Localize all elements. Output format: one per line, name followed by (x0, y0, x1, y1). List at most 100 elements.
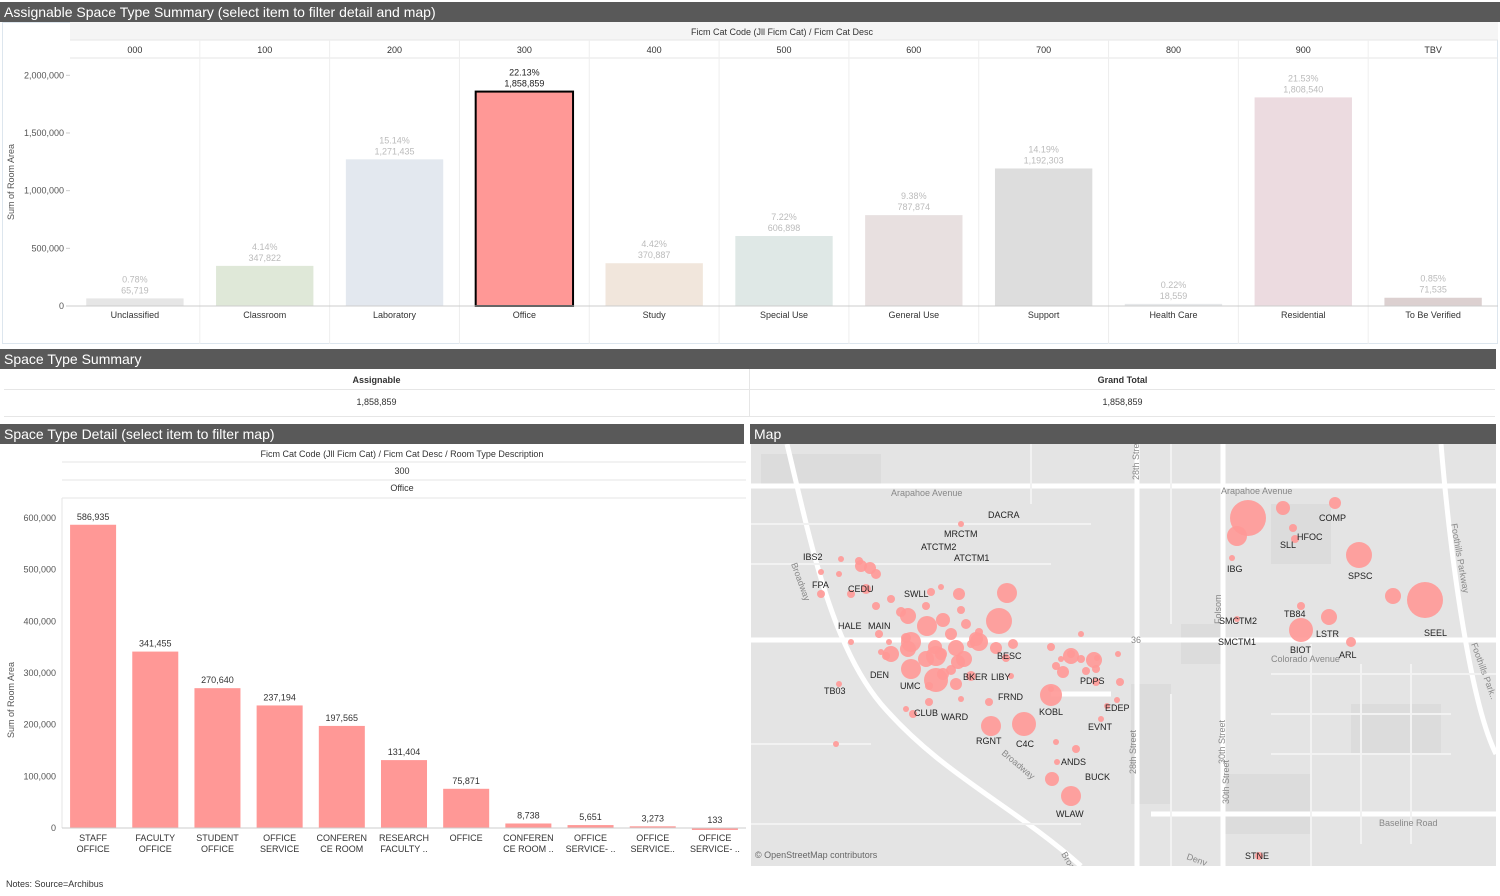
building-label[interactable]: MRCTM (944, 529, 978, 539)
building-marker[interactable] (1297, 602, 1305, 610)
detail-category-label[interactable]: OFFICE (574, 833, 607, 843)
building-marker[interactable] (817, 590, 825, 598)
detail-category-label-line2[interactable]: SERVICE- .. (690, 844, 740, 854)
building-marker[interactable] (957, 606, 965, 614)
building-label[interactable]: SLL (1280, 540, 1296, 550)
building-marker[interactable] (909, 710, 917, 718)
building-marker[interactable] (922, 602, 930, 610)
building-label[interactable]: FPA (812, 580, 829, 590)
building-label[interactable]: COMP (1319, 513, 1346, 523)
building-marker[interactable] (948, 640, 964, 656)
detail-bar[interactable] (629, 826, 676, 829)
building-label[interactable]: EDEP (1105, 703, 1130, 713)
detail-bar[interactable] (691, 827, 738, 830)
category-bar[interactable] (1384, 297, 1482, 306)
building-label[interactable]: WARD (941, 712, 969, 722)
building-label[interactable]: BESC (997, 651, 1022, 661)
building-marker[interactable] (1092, 665, 1100, 673)
building-marker[interactable] (1092, 678, 1100, 686)
category-bar[interactable] (605, 263, 703, 306)
building-marker[interactable] (861, 584, 871, 594)
building-marker[interactable] (1082, 667, 1090, 675)
space-type-detail-chart[interactable]: Ficm Cat Code (Jll Ficm Cat) / Ficm Cat … (2, 444, 746, 874)
detail-bar[interactable] (318, 725, 365, 828)
detail-category-label[interactable]: OFFICE (450, 833, 483, 843)
category-bar[interactable] (345, 159, 444, 306)
building-marker[interactable] (958, 696, 964, 702)
building-marker[interactable] (1385, 588, 1401, 604)
building-marker[interactable] (871, 569, 881, 579)
category-code[interactable]: 500 (776, 45, 791, 55)
category-desc[interactable]: Classroom (243, 310, 286, 320)
building-marker[interactable] (985, 698, 993, 706)
building-marker[interactable] (818, 569, 824, 575)
detail-bar[interactable] (132, 651, 179, 828)
building-label[interactable]: ARL (1339, 650, 1357, 660)
category-desc[interactable]: Unclassified (111, 310, 160, 320)
detail-category-label-line2[interactable]: OFFICE (77, 844, 110, 854)
detail-bar[interactable] (380, 760, 428, 828)
category-bar[interactable] (735, 235, 833, 306)
building-label[interactable]: PDPS (1080, 676, 1105, 686)
category-code[interactable]: TBV (1424, 45, 1442, 55)
building-marker[interactable] (1234, 616, 1240, 622)
building-marker[interactable] (1012, 712, 1036, 736)
building-marker[interactable] (925, 698, 933, 706)
building-marker[interactable] (875, 630, 883, 638)
building-marker[interactable] (938, 584, 944, 590)
detail-category-label[interactable]: FACULTY (135, 833, 175, 843)
assignable-value[interactable]: 1,858,859 (356, 397, 397, 407)
building-label[interactable]: BKER (963, 672, 988, 682)
campus-map[interactable]: Arapahoe Avenue Arapahoe Avenue 28th Stree… (751, 444, 1496, 866)
detail-category-label[interactable]: STUDENT (196, 833, 239, 843)
category-desc[interactable]: General Use (889, 310, 940, 320)
detail-bar[interactable] (256, 705, 303, 828)
building-marker[interactable] (1008, 673, 1014, 679)
building-label[interactable]: SMCTM1 (1218, 637, 1256, 647)
building-marker[interactable] (1063, 648, 1079, 664)
building-marker[interactable] (927, 588, 935, 596)
building-marker[interactable] (1094, 655, 1100, 661)
category-code[interactable]: 600 (906, 45, 921, 55)
building-marker[interactable] (1008, 639, 1018, 649)
category-code[interactable]: 400 (647, 45, 662, 55)
grand-total-value[interactable]: 1,858,859 (1102, 397, 1143, 407)
building-label[interactable]: C4C (1016, 739, 1035, 749)
building-label[interactable]: SPSC (1348, 571, 1373, 581)
detail-category-label-line2[interactable]: SERVICE (260, 844, 299, 854)
building-marker[interactable] (1072, 745, 1080, 753)
building-marker[interactable] (990, 642, 1002, 654)
category-desc[interactable]: Special Use (760, 310, 808, 320)
building-marker[interactable] (1098, 716, 1104, 722)
building-marker[interactable] (1045, 772, 1059, 786)
building-label[interactable]: CLUB (914, 708, 938, 718)
building-marker[interactable] (1346, 542, 1372, 568)
building-marker[interactable] (953, 588, 965, 600)
building-marker[interactable] (1114, 697, 1120, 703)
building-label[interactable]: BIOT (1290, 645, 1312, 655)
building-marker[interactable] (966, 671, 976, 681)
building-marker[interactable] (901, 659, 921, 679)
building-label[interactable]: KOBL (1039, 707, 1063, 717)
building-marker[interactable] (838, 556, 844, 562)
building-marker[interactable] (1407, 582, 1443, 618)
building-label[interactable]: TB84 (1284, 609, 1306, 619)
detail-category-label[interactable]: STAFF (79, 833, 107, 843)
building-label[interactable]: ATCTM2 (921, 542, 956, 552)
building-marker[interactable] (872, 602, 880, 610)
detail-category-label-line2[interactable]: FACULTY .. (380, 844, 427, 854)
building-marker[interactable] (961, 619, 971, 629)
building-marker[interactable] (903, 706, 909, 712)
category-bar[interactable] (994, 168, 1093, 306)
building-label[interactable]: WLAW (1056, 809, 1084, 819)
detail-category-label-line2[interactable]: CE ROOM .. (503, 844, 554, 854)
category-bar[interactable] (1254, 97, 1352, 306)
building-marker[interactable] (833, 741, 839, 747)
building-label[interactable]: IBG (1227, 564, 1243, 574)
category-code[interactable]: 200 (387, 45, 402, 55)
building-label[interactable]: SWLL (904, 589, 929, 599)
detail-category-label[interactable]: OFFICE (636, 833, 669, 843)
building-marker[interactable] (1078, 631, 1084, 637)
building-marker[interactable] (1061, 786, 1081, 806)
category-code[interactable]: 000 (127, 45, 142, 55)
